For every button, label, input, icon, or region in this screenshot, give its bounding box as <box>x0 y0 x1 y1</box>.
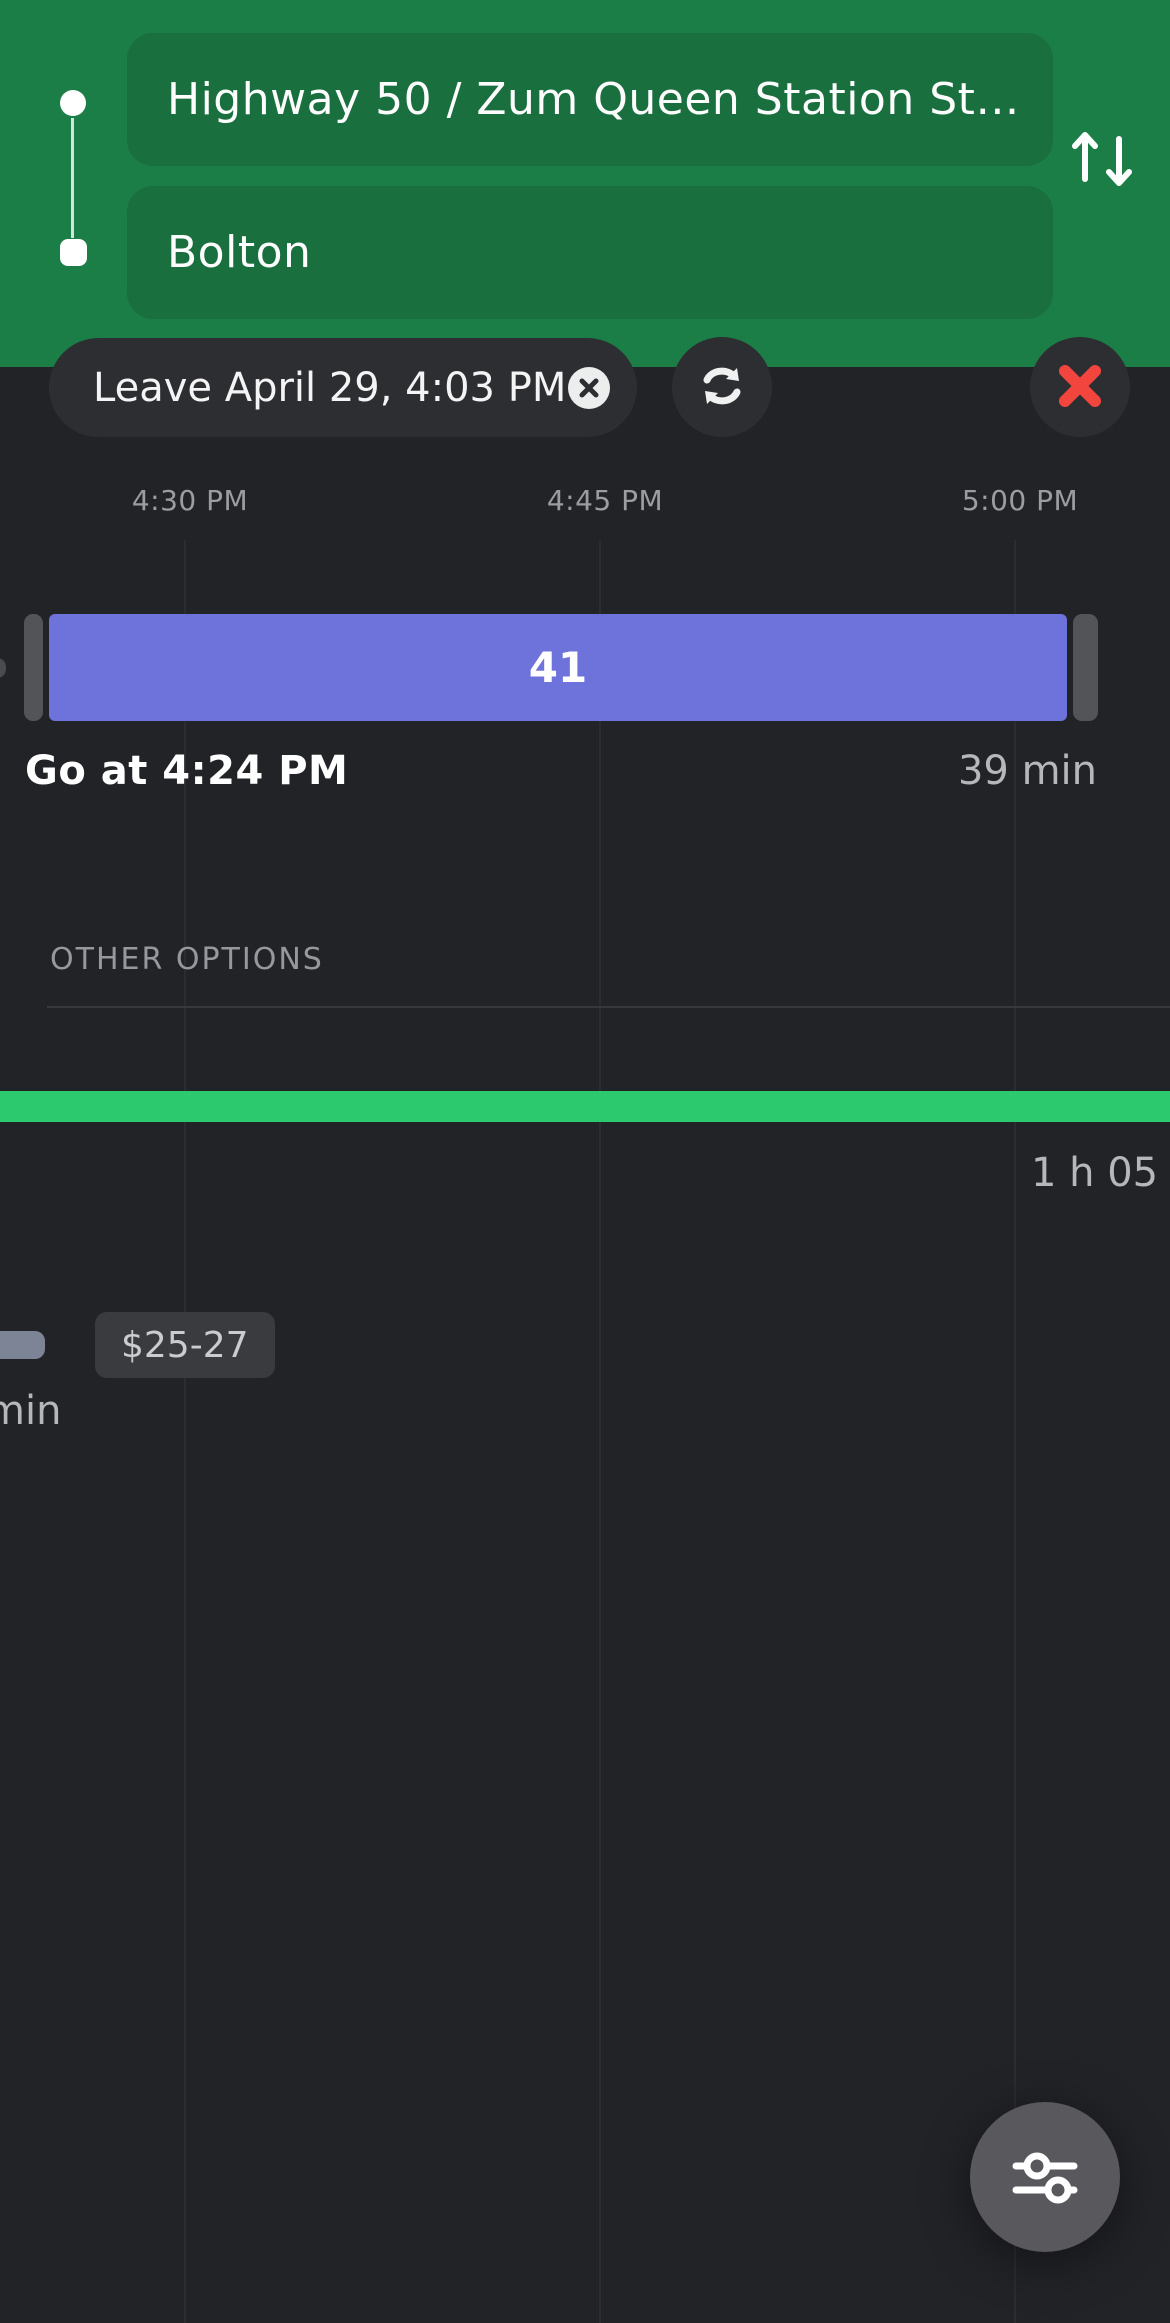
close-x-icon <box>1054 360 1106 415</box>
gridline-445pm <box>599 540 601 2323</box>
taxi-option-duration: min <box>0 1388 62 1434</box>
transit-option-duration: 1 h 05 min <box>1031 1150 1170 1196</box>
taxi-price-badge: $25-27 <box>95 1312 275 1378</box>
selected-route-bar[interactable]: 41 <box>49 614 1067 721</box>
other-options-title: OTHER OPTIONS <box>50 942 324 977</box>
gridline-430pm <box>184 540 186 2323</box>
close-button[interactable] <box>1030 337 1130 437</box>
origin-field[interactable]: Highway 50 / Zum Queen Station St… <box>127 33 1053 166</box>
route-connector-line <box>71 118 74 238</box>
section-divider <box>47 1006 1170 1008</box>
refresh-button[interactable] <box>672 337 772 437</box>
destination-field-value: Bolton <box>167 227 312 278</box>
clear-time-icon[interactable] <box>568 367 610 409</box>
leave-time-pill[interactable]: Leave April 29, 4:03 PM <box>49 338 637 437</box>
trip-duration-label: 39 min <box>957 748 1097 794</box>
taxi-option-bar-fragment[interactable] <box>0 1331 45 1359</box>
refresh-icon <box>699 363 745 412</box>
tick-label-430pm: 4:30 PM <box>131 484 249 517</box>
swap-vertical-icon <box>1069 127 1139 192</box>
tick-label-500pm: 5:00 PM <box>961 484 1079 517</box>
origin-field-value: Highway 50 / Zum Queen Station St… <box>167 74 1020 125</box>
filter-options-fab[interactable] <box>970 2102 1120 2252</box>
walk-segment-start <box>24 614 43 721</box>
route-number-badge: 41 <box>528 643 588 692</box>
transit-option-bar[interactable] <box>0 1091 1170 1122</box>
gridline-500pm <box>1014 540 1016 2323</box>
depart-time-label: Go at 4:24 PM <box>25 748 349 794</box>
tick-label-445pm: 4:45 PM <box>546 484 664 517</box>
walk-segment-end <box>1073 614 1098 721</box>
previous-option-fragment <box>0 658 6 678</box>
swap-origin-destination-button[interactable] <box>1065 120 1143 198</box>
taxi-price-label: $25-27 <box>121 1324 249 1366</box>
leave-time-label: Leave April 29, 4:03 PM <box>93 364 567 411</box>
filter-sliders-icon <box>1012 2148 1078 2207</box>
destination-field[interactable]: Bolton <box>127 186 1053 319</box>
destination-marker-icon <box>60 239 87 266</box>
trip-header: Highway 50 / Zum Queen Station St… Bolto… <box>0 0 1170 367</box>
origin-marker-icon <box>60 90 86 116</box>
